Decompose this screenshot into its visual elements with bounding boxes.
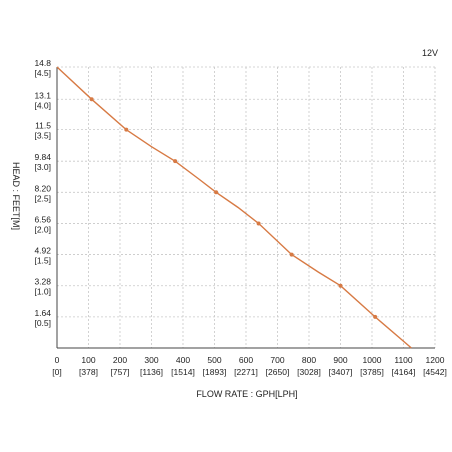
data-point	[89, 97, 94, 102]
x-tick-label: 300	[144, 355, 158, 365]
x-tick-label: 500	[207, 355, 221, 365]
x-tick-sublabel: [4164]	[392, 367, 416, 377]
y-tick-label: 8.20	[34, 183, 51, 193]
x-tick-sublabel: [378]	[79, 367, 98, 377]
series-markers	[89, 97, 378, 319]
x-tick-sublabel: [2650]	[266, 367, 290, 377]
x-tick-sublabel: [2271]	[234, 367, 258, 377]
series-line-12v	[56, 66, 412, 349]
y-axis-ticks: 1.64[0.5] 3.28[1.0] 4.92[1.5] 6.56[2.0] 8.20…	[34, 58, 51, 328]
y-tick-label: 1.64	[34, 308, 51, 318]
data-point	[338, 283, 343, 288]
x-tick-label: 600	[239, 355, 253, 365]
data-point	[373, 314, 378, 319]
x-tick-label: 0	[55, 355, 60, 365]
x-tick-label: 1100	[394, 355, 413, 365]
y-tick-label: 3.28	[34, 277, 51, 287]
y-tick-label: 9.84	[34, 152, 51, 162]
y-tick-label: 13.1	[34, 90, 51, 100]
y-axis-title: HEAD : FEET[M]	[11, 162, 21, 230]
x-tick-sublabel: [3407]	[329, 367, 353, 377]
y-tick-sublabel: [1.0]	[34, 287, 51, 297]
x-tick-sublabel: [0]	[52, 367, 61, 377]
x-tick-label: 1200	[426, 355, 445, 365]
x-tick-sublabel: [3785]	[360, 367, 384, 377]
y-tick-sublabel: [4.5]	[34, 68, 51, 78]
y-tick-sublabel: [2.0]	[34, 224, 51, 234]
x-tick-sublabel: [1136]	[140, 367, 163, 377]
x-tick-label: 100	[81, 355, 95, 365]
data-point	[214, 190, 219, 195]
x-tick-label: 1000	[363, 355, 382, 365]
y-tick-sublabel: [1.5]	[34, 256, 51, 266]
y-tick-label: 6.56	[34, 214, 51, 224]
y-tick-label: 11.5	[35, 121, 51, 131]
data-point	[124, 127, 129, 132]
x-axis-title: FLOW RATE : GPH[LPH]	[196, 389, 297, 399]
y-tick-sublabel: [3.0]	[34, 162, 51, 172]
data-point	[256, 221, 261, 226]
x-tick-label: 200	[113, 355, 127, 365]
data-point	[173, 159, 178, 164]
x-axis-ticks: 0 [0] 100 [378] 200 [757] 300 [1136] 400 [1514] 50…	[52, 355, 447, 377]
x-tick-label: 800	[302, 355, 316, 365]
y-tick-label: 14.8	[34, 58, 51, 68]
y-tick-sublabel: [0.5]	[34, 318, 51, 328]
x-tick-label: 700	[270, 355, 284, 365]
y-tick-label: 4.92	[34, 246, 51, 256]
grid	[56, 66, 436, 349]
x-tick-sublabel: [4542]	[423, 367, 447, 377]
x-tick-sublabel: [3028]	[297, 367, 321, 377]
x-tick-label: 400	[176, 355, 190, 365]
y-tick-sublabel: [2.5]	[34, 193, 51, 203]
x-tick-sublabel: [1514]	[171, 367, 195, 377]
x-tick-sublabel: [757]	[111, 367, 130, 377]
x-tick-sublabel: [1893]	[203, 367, 227, 377]
x-tick-label: 900	[333, 355, 347, 365]
y-tick-sublabel: [3.5]	[34, 131, 51, 141]
voltage-annotation: 12V	[422, 48, 438, 58]
data-point	[289, 252, 294, 257]
y-tick-sublabel: [4.0]	[34, 100, 51, 110]
